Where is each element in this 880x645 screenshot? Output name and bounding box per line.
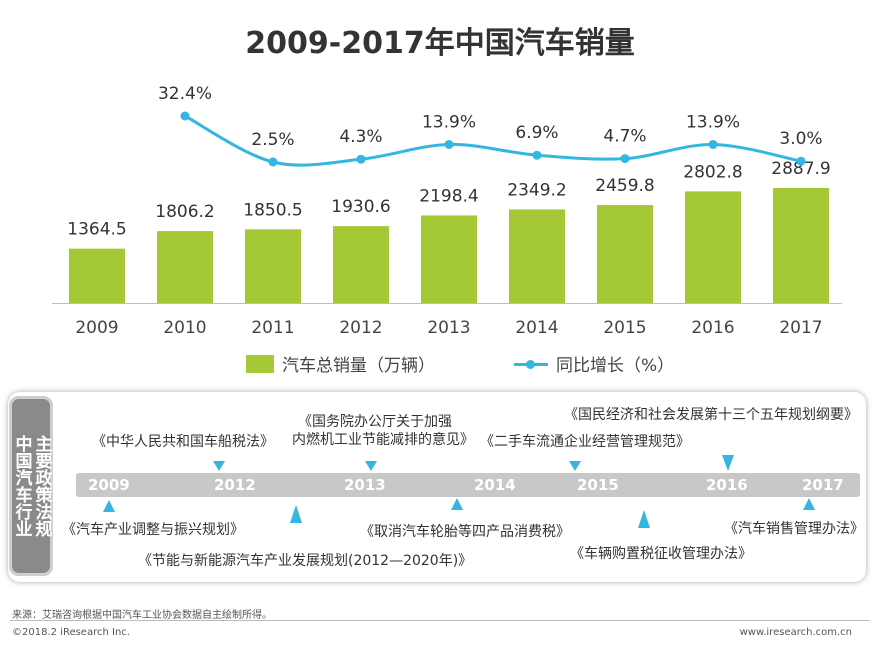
marker-down <box>722 455 734 471</box>
x-tick-label: 2011 <box>251 318 294 338</box>
bar <box>773 188 829 303</box>
marker-up <box>803 498 815 510</box>
growth-value-label: 13.9% <box>686 112 740 132</box>
policy-below-item: 《车辆购置税征收管理办法》 <box>570 546 752 562</box>
legend-line-swatch <box>514 355 548 373</box>
growth-value-label: 13.9% <box>422 112 476 132</box>
policy-above-item: 内燃机工业节能减排的意见》 <box>292 432 474 448</box>
x-tick-label: 2016 <box>691 318 734 338</box>
policy-below-item: 《节能与新能源汽车产业发展规划(2012—2020年)》 <box>138 553 473 569</box>
source-note: 来源：艾瑞咨询根据中国汽车工业协会数据自主绘制所得。 <box>12 610 272 621</box>
marker-down <box>365 461 377 471</box>
bar <box>421 215 477 303</box>
marker-up <box>451 498 463 510</box>
growth-point <box>180 111 190 121</box>
bar-value-label: 1364.5 <box>67 220 126 240</box>
bar-value-label: 2459.8 <box>595 176 654 196</box>
bar-value-label: 2887.9 <box>771 159 830 179</box>
timeline-year: 2012 <box>214 476 256 494</box>
growth-point <box>796 156 806 166</box>
timeline-year: 2009 <box>88 476 130 494</box>
x-tick-label: 2012 <box>339 318 382 338</box>
side-label-col2: 主要政策法规 <box>31 435 52 537</box>
x-tick-label: 2009 <box>75 318 118 338</box>
marker-down <box>213 461 225 471</box>
copyright: ©2018.2 iResearch Inc. <box>12 627 130 638</box>
growth-value-label: 3.0% <box>779 129 822 149</box>
policy-above-item: 《国务院办公厅关于加强 <box>298 414 452 430</box>
legend-sales-label: 汽车总销量（万辆） <box>282 356 435 376</box>
marker-up <box>638 510 650 528</box>
x-tick-label: 2014 <box>515 318 558 338</box>
growth-point <box>268 157 278 167</box>
timeline-year: 2016 <box>706 476 748 494</box>
growth-point <box>444 139 454 149</box>
timeline-year: 2014 <box>474 476 516 494</box>
growth-point <box>532 150 542 160</box>
policy-side-label: 中国汽车行业 主要政策法规 <box>9 396 53 576</box>
bar <box>509 209 565 303</box>
bar <box>333 226 389 303</box>
policy-below-item: 《汽车产业调整与振兴规划》 <box>62 522 244 538</box>
bar <box>69 248 125 303</box>
timeline-year: 2017 <box>802 476 844 494</box>
marker-down <box>569 461 581 471</box>
policy-above-item: 《国民经济和社会发展第十三个五年规划纲要》 <box>564 407 858 423</box>
marker-up <box>103 500 115 512</box>
x-tick-label: 2015 <box>603 318 646 338</box>
growth-point <box>356 154 366 164</box>
bar <box>597 205 653 303</box>
legend-sales: 汽车总销量（万辆） <box>246 351 435 376</box>
side-label-col1: 中国汽车行业 <box>11 435 32 537</box>
legend-bar-swatch <box>246 354 274 373</box>
growth-value-label: 6.9% <box>515 123 558 143</box>
x-tick-label: 2017 <box>779 318 822 338</box>
policy-above-item: 《中华人民共和国车船税法》 <box>92 434 274 450</box>
bar-value-label: 2349.2 <box>507 180 566 200</box>
bar-value-label: 1850.5 <box>243 200 302 220</box>
site-url: www.iresearch.com.cn <box>739 627 852 638</box>
chart-title: 2009-2017年中国汽车销量 <box>245 26 635 61</box>
legend-growth: 同比增长（%） <box>514 351 674 376</box>
x-tick-label: 2010 <box>163 318 206 338</box>
bar <box>685 191 741 303</box>
bar <box>245 229 301 303</box>
policy-below-item: 《取消汽车轮胎等四产品消费税》 <box>360 524 570 540</box>
bar-value-label: 1806.2 <box>155 202 214 222</box>
x-tick-label: 2013 <box>427 318 470 338</box>
growth-value-label: 2.5% <box>251 130 294 150</box>
policy-below-item: 《汽车销售管理办法》 <box>724 521 864 537</box>
bar-value-label: 2198.4 <box>419 186 478 206</box>
growth-point <box>708 139 718 149</box>
growth-value-label: 32.4% <box>158 84 212 104</box>
bar <box>157 231 213 303</box>
timeline-year: 2013 <box>344 476 386 494</box>
marker-up <box>290 505 302 523</box>
growth-value-label: 4.3% <box>339 127 382 147</box>
legend-growth-label: 同比增长（%） <box>556 356 675 376</box>
sales-chart: 1364.5 2009 1806.2 2010 1850.5 2011 1930.6 2012… <box>52 84 842 338</box>
timeline-bar <box>76 473 860 497</box>
growth-point <box>620 154 630 164</box>
policy-above-item: 《二手车流通企业经营管理规范》 <box>480 434 690 450</box>
timeline-year: 2015 <box>577 476 619 494</box>
bar-value-label: 2802.8 <box>683 162 742 182</box>
bar-value-label: 1930.6 <box>331 197 390 217</box>
footer-divider <box>10 620 870 621</box>
growth-value-label: 4.7% <box>603 127 646 147</box>
